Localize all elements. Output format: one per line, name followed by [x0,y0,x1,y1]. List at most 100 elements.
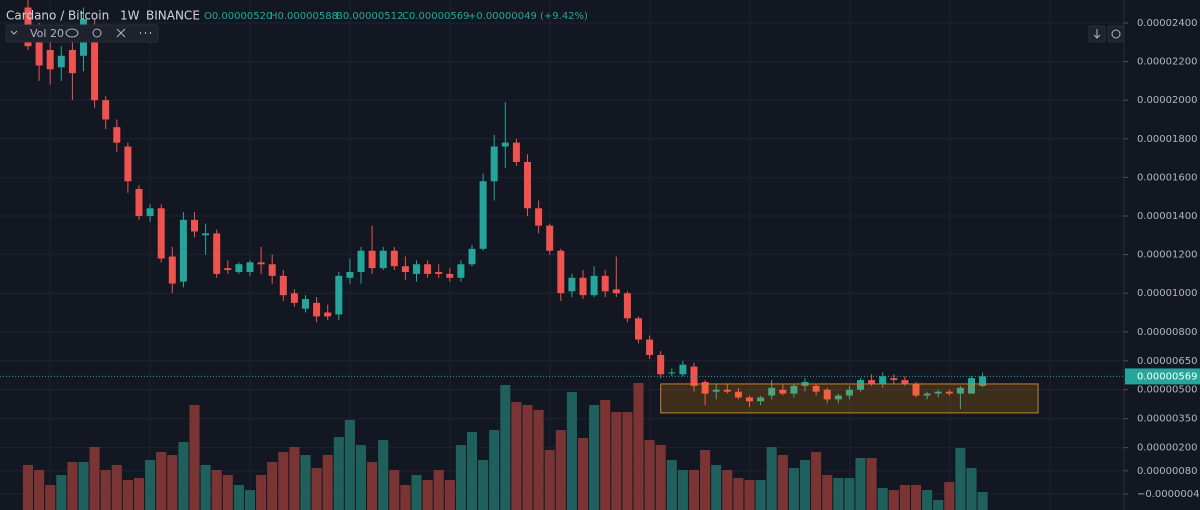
candle-body [224,268,232,271]
volume-bar [378,440,389,510]
volume-bar [666,460,677,510]
volume-bar [189,405,200,510]
candle-body [679,364,687,375]
y-tick-label: 0.00000800 [1137,327,1197,338]
candle-body [168,256,176,284]
volume-bar [78,462,89,510]
volume-bar [511,402,522,510]
candle-body [35,38,43,66]
candle-body [490,146,498,182]
volume-bar [677,470,688,510]
collapse-icon[interactable] [10,30,18,35]
price-axis: 0.00002400 0.00002200 0.00002000 0.00001800… [1124,18,1200,500]
volume-bar [766,447,777,510]
candle-body [457,264,465,278]
candle-body [157,208,165,259]
volume-bar [233,485,244,510]
volume-bar [600,400,611,510]
volume-bar [133,478,145,510]
candle-body [823,389,831,400]
volume-bar [633,383,644,510]
volume-bar [389,470,400,510]
volume-bar [267,462,278,510]
candle-body [834,395,842,400]
volume-bar [122,480,133,510]
y-tick-label: 0.00001800 [1137,134,1197,145]
candle-body [601,275,609,292]
volume-bar [700,450,711,510]
high: H0.00000588 [270,11,338,22]
volume-bar [566,392,577,510]
candle-body [335,275,343,315]
candle-body [401,266,409,272]
volume-bar [344,420,355,510]
candle-body [135,188,143,217]
candle-body [546,225,554,251]
volume-bar [977,492,988,510]
candle-body [446,273,454,278]
candle-body [557,250,565,294]
volume-layer [22,383,988,510]
y-tick-label: 0.00001600 [1137,172,1197,183]
volume-bar [400,485,411,510]
candle-body [257,262,265,265]
candle-body [868,380,876,384]
candle-body [934,391,942,394]
candle-body [424,264,432,274]
y-tick-label: 0.00001000 [1137,288,1197,299]
last-price-label: 0.00000569 [1137,371,1197,382]
candle-body [468,248,476,265]
eye-icon[interactable] [65,28,79,38]
candle-body [901,380,909,384]
y-tick-label: 0.00001200 [1137,250,1197,261]
volume-bar [788,468,799,510]
volume-bar [355,445,367,510]
candle-body [668,372,676,374]
last-price-badge [1125,368,1200,385]
candle-body [612,289,620,294]
volume-bar [822,475,833,510]
candle-body [191,219,198,232]
reset-icon [1111,29,1121,39]
settings-icon[interactable] [92,28,102,38]
volume-bar [244,490,256,510]
low: B0.00000512 [336,11,403,22]
candle-body [635,318,642,340]
volume-bar [722,470,733,510]
y-tick-label: 0.00002000 [1137,95,1197,106]
volume-bar [944,482,955,510]
candle-body [390,250,398,267]
candle-body [57,55,65,68]
y-tick-label: 0.00002200 [1137,57,1197,68]
volume-bar [955,448,966,510]
volume-bar [577,438,589,510]
volume-bar [500,385,511,510]
candle-body [91,26,99,101]
range-box [660,383,1039,414]
y-tick-label: −0.00000040 [1137,489,1200,500]
candle-body [479,181,487,249]
candle-body [512,142,520,162]
y-tick-label: 0.00000200 [1137,443,1197,454]
remove-icon[interactable] [116,28,126,38]
volume-bar [589,405,600,510]
candle-body [979,376,987,386]
volume-bar [156,452,167,510]
reset-button[interactable] [1107,25,1125,43]
volume-bar [222,475,233,510]
candle-body [524,161,531,209]
volume-bar [966,468,977,510]
candle-body [113,127,121,143]
candle-body [968,378,975,394]
volume-bar [145,460,156,510]
candle-body [701,382,709,394]
volume-bar [67,462,78,510]
pane-buttons [1088,25,1125,43]
candle-body [812,385,820,392]
candle-body [956,387,964,394]
candle-body [213,233,221,274]
interval: 1W [120,9,140,23]
candle-body [757,397,765,402]
volume-toolbar: Vol 20 [5,24,159,43]
candle-body [124,146,132,182]
